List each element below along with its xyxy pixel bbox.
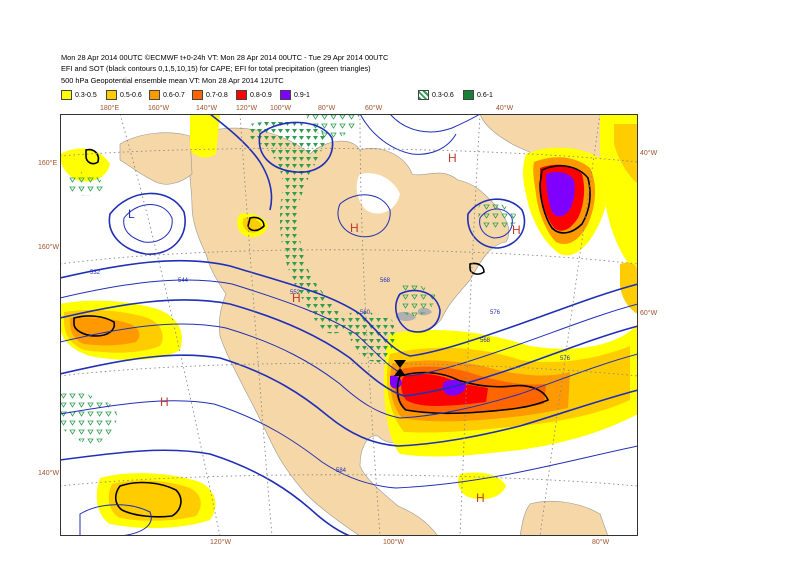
legend-label: 0.6-1 (477, 91, 493, 99)
legend-item-5: 0.9-1 (280, 90, 310, 100)
legend-label: 0.6-0.7 (163, 91, 185, 99)
contour-label: 584 (336, 468, 347, 474)
legend-item-6: 0.3-0.6 (418, 90, 454, 100)
header-line-1: Mon 28 Apr 2014 00UTC ©ECMWF t+0-24h VT:… (61, 53, 389, 62)
weather-map: 532 544 552 560 568 576 584 576 568 H H … (60, 114, 638, 536)
legend-swatch (280, 90, 291, 100)
lon-label-top: 180°E (100, 105, 120, 112)
location-marker-icon (394, 360, 406, 376)
legend-swatch (149, 90, 160, 100)
lon-label-bottom: 100°W (383, 539, 405, 546)
low-pressure-label: L (128, 207, 135, 221)
contour-label: 544 (178, 278, 189, 284)
contour-label: 568 (380, 278, 391, 284)
lat-label-right: 60°W (640, 310, 658, 317)
high-pressure-label: H (476, 491, 485, 505)
land-south-america (519, 500, 609, 536)
lat-label-left: 160°E (38, 160, 58, 167)
lon-label-top: 120°W (236, 105, 258, 112)
legend-label: 0.9-1 (294, 91, 310, 99)
high-pressure-label: H (448, 151, 457, 165)
contour-label: 560 (360, 310, 371, 316)
legend-label: 0.5-0.6 (120, 91, 142, 99)
lon-label-top: 40°W (496, 105, 514, 112)
lon-label-top: 80°W (318, 105, 336, 112)
legend-label: 0.3-0.6 (432, 91, 454, 99)
high-pressure-label: H (292, 291, 301, 305)
map-frame (60, 114, 638, 536)
legend-item-0: 0.3-0.5 (61, 90, 97, 100)
high-pressure-label: H (160, 395, 169, 409)
lon-label-top: 100°W (270, 105, 292, 112)
contour-label: 576 (490, 310, 501, 316)
legend-swatch (463, 90, 474, 100)
hudson-bay (356, 173, 400, 214)
lat-label-right: 40°W (640, 150, 658, 157)
legend-swatch (192, 90, 203, 100)
legend-swatch (61, 90, 72, 100)
lon-label-top: 140°W (196, 105, 218, 112)
legend-item-7: 0.6-1 (463, 90, 493, 100)
high-pressure-label: H (512, 223, 521, 237)
contour-label: 532 (90, 270, 101, 276)
contour-label: 568 (480, 338, 491, 344)
lon-label-top: 60°W (365, 105, 383, 112)
lat-label-left: 160°W (38, 244, 60, 251)
legend-item-1: 0.5-0.6 (106, 90, 142, 100)
legend-swatch (418, 90, 429, 100)
lat-lon-grid (60, 114, 638, 536)
legend-label: 0.3-0.5 (75, 91, 97, 99)
legend-item-4: 0.8-0.9 (236, 90, 272, 100)
contour-label: 576 (560, 356, 571, 362)
high-pressure-label: H (350, 221, 359, 235)
legend-swatch (106, 90, 117, 100)
contour-label: 552 (290, 290, 301, 296)
efi-cape-shading (60, 114, 638, 529)
land-alaska (119, 132, 193, 185)
cape-sot-contours (73, 148, 591, 518)
legend-item-2: 0.6-0.7 (149, 90, 185, 100)
header-line-2: EFI and SOT (black contours 0,1,5,10,15)… (61, 64, 371, 73)
header-line-3: 500 hPa Geopotential ensemble mean VT: M… (61, 76, 284, 85)
lon-label-bottom: 80°W (592, 539, 610, 546)
legend: 0.3-0.5 0.5-0.6 0.6-0.7 0.7-0.8 0.8-0.9 … (61, 90, 661, 104)
lat-label-left: 140°W (38, 470, 60, 477)
legend-label: 0.8-0.9 (250, 91, 272, 99)
lon-label-top: 160°W (148, 105, 170, 112)
geopotential-500hpa-contours (60, 114, 638, 536)
lon-label-bottom: 120°W (210, 539, 232, 546)
map-svg: 532 544 552 560 568 576 584 576 568 H H … (60, 114, 638, 536)
legend-swatch (236, 90, 247, 100)
legend-label: 0.7-0.8 (206, 91, 228, 99)
legend-item-3: 0.7-0.8 (192, 90, 228, 100)
